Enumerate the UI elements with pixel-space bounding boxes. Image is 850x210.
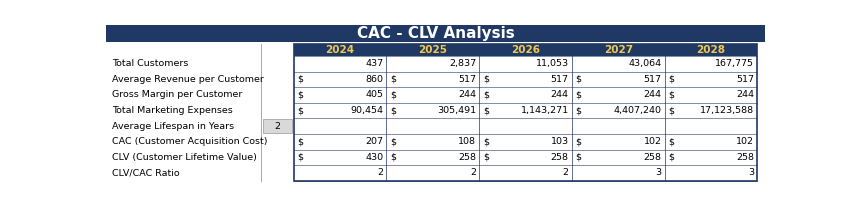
Text: 244: 244 [458, 91, 476, 100]
Text: $: $ [668, 137, 674, 146]
Text: Total Customers: Total Customers [112, 59, 189, 68]
Text: 430: 430 [366, 153, 383, 162]
Text: 2024: 2024 [326, 45, 354, 55]
Text: $: $ [298, 106, 303, 115]
Text: $: $ [483, 137, 489, 146]
Text: 244: 244 [736, 91, 754, 100]
Text: $: $ [575, 153, 581, 162]
Text: 2: 2 [377, 168, 383, 177]
Text: $: $ [298, 91, 303, 100]
Text: 860: 860 [366, 75, 383, 84]
Text: $: $ [390, 137, 396, 146]
Text: $: $ [668, 153, 674, 162]
Text: CAC (Customer Acquisition Cost): CAC (Customer Acquisition Cost) [112, 137, 268, 146]
Text: $: $ [575, 75, 581, 84]
Text: $: $ [668, 75, 674, 84]
Text: 1,143,271: 1,143,271 [521, 106, 569, 115]
FancyBboxPatch shape [294, 44, 757, 181]
Text: $: $ [575, 106, 581, 115]
Text: 43,064: 43,064 [628, 59, 661, 68]
Text: 103: 103 [551, 137, 569, 146]
Text: 517: 517 [643, 75, 661, 84]
Text: 405: 405 [366, 91, 383, 100]
Text: 437: 437 [366, 59, 383, 68]
Text: $: $ [390, 91, 396, 100]
Text: CLV/CAC Ratio: CLV/CAC Ratio [112, 168, 180, 177]
Text: $: $ [575, 137, 581, 146]
Text: $: $ [298, 75, 303, 84]
Text: $: $ [483, 91, 489, 100]
Text: 2028: 2028 [696, 45, 725, 55]
Text: 4,407,240: 4,407,240 [614, 106, 661, 115]
Text: CAC - CLV Analysis: CAC - CLV Analysis [357, 26, 514, 41]
Text: 258: 258 [736, 153, 754, 162]
Text: 3: 3 [748, 168, 754, 177]
Text: $: $ [483, 75, 489, 84]
Text: 108: 108 [458, 137, 476, 146]
Text: 258: 258 [551, 153, 569, 162]
FancyBboxPatch shape [294, 44, 757, 56]
Text: 2: 2 [470, 168, 476, 177]
Text: $: $ [390, 153, 396, 162]
Text: 2027: 2027 [604, 45, 632, 55]
Text: 90,454: 90,454 [350, 106, 383, 115]
Text: $: $ [390, 75, 396, 84]
Text: 2025: 2025 [418, 45, 447, 55]
Text: 517: 517 [736, 75, 754, 84]
Text: Gross Margin per Customer: Gross Margin per Customer [112, 91, 243, 100]
Text: $: $ [668, 91, 674, 100]
FancyBboxPatch shape [106, 25, 765, 42]
Text: 244: 244 [551, 91, 569, 100]
Text: 305,491: 305,491 [437, 106, 476, 115]
Text: 2,837: 2,837 [449, 59, 476, 68]
Text: 244: 244 [643, 91, 661, 100]
Text: $: $ [483, 106, 489, 115]
Text: 11,053: 11,053 [536, 59, 569, 68]
Text: Average Revenue per Customer: Average Revenue per Customer [112, 75, 264, 84]
Text: 258: 258 [458, 153, 476, 162]
Text: $: $ [575, 91, 581, 100]
Text: 17,123,588: 17,123,588 [700, 106, 754, 115]
Text: 2026: 2026 [511, 45, 540, 55]
Text: 207: 207 [366, 137, 383, 146]
Text: 3: 3 [655, 168, 661, 177]
Text: CLV (Customer Lifetime Value): CLV (Customer Lifetime Value) [112, 153, 258, 162]
Text: $: $ [298, 153, 303, 162]
Text: Total Marketing Expenses: Total Marketing Expenses [112, 106, 233, 115]
Text: 2: 2 [275, 122, 280, 131]
Text: 517: 517 [458, 75, 476, 84]
Text: 167,775: 167,775 [715, 59, 754, 68]
Text: 102: 102 [736, 137, 754, 146]
Text: $: $ [390, 106, 396, 115]
Text: 2: 2 [563, 168, 569, 177]
Text: $: $ [298, 137, 303, 146]
Text: 517: 517 [551, 75, 569, 84]
Text: 102: 102 [643, 137, 661, 146]
Text: 258: 258 [643, 153, 661, 162]
Text: Average Lifespan in Years: Average Lifespan in Years [112, 122, 235, 131]
Text: $: $ [668, 106, 674, 115]
FancyBboxPatch shape [263, 119, 292, 133]
Text: $: $ [483, 153, 489, 162]
